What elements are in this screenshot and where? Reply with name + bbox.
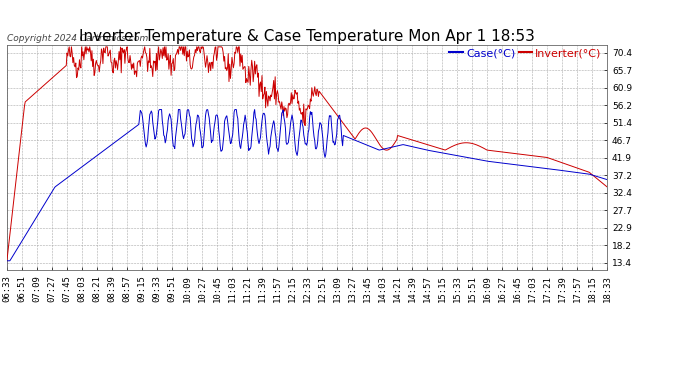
Text: Copyright 2024 Cartronics.com: Copyright 2024 Cartronics.com bbox=[7, 34, 148, 43]
Legend: Case(°C), Inverter(°C): Case(°C), Inverter(°C) bbox=[449, 48, 602, 58]
Title: Inverter Temperature & Case Temperature Mon Apr 1 18:53: Inverter Temperature & Case Temperature … bbox=[79, 29, 535, 44]
